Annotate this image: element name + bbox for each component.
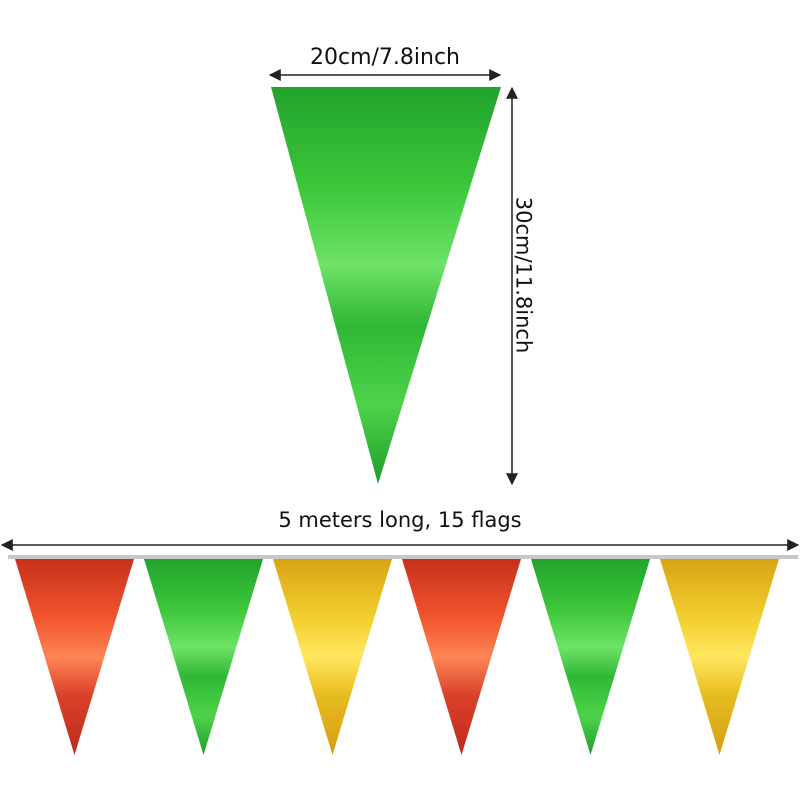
bunting-flag-red — [402, 559, 521, 755]
sample-pennant-flag — [271, 87, 501, 484]
length-label: 5 meters long, 15 flags — [278, 508, 522, 532]
width-label: 20cm/7.8inch — [309, 45, 460, 70]
height-label: 30cm/11.8inch — [511, 196, 536, 354]
bunting-flag-red — [15, 559, 134, 755]
bunting-flag-yellow — [273, 559, 392, 755]
bunting-flags — [15, 559, 779, 755]
bunting-flag-green — [531, 559, 650, 755]
bunting-flag-yellow — [660, 559, 779, 755]
bunting-flag-green — [144, 559, 263, 755]
